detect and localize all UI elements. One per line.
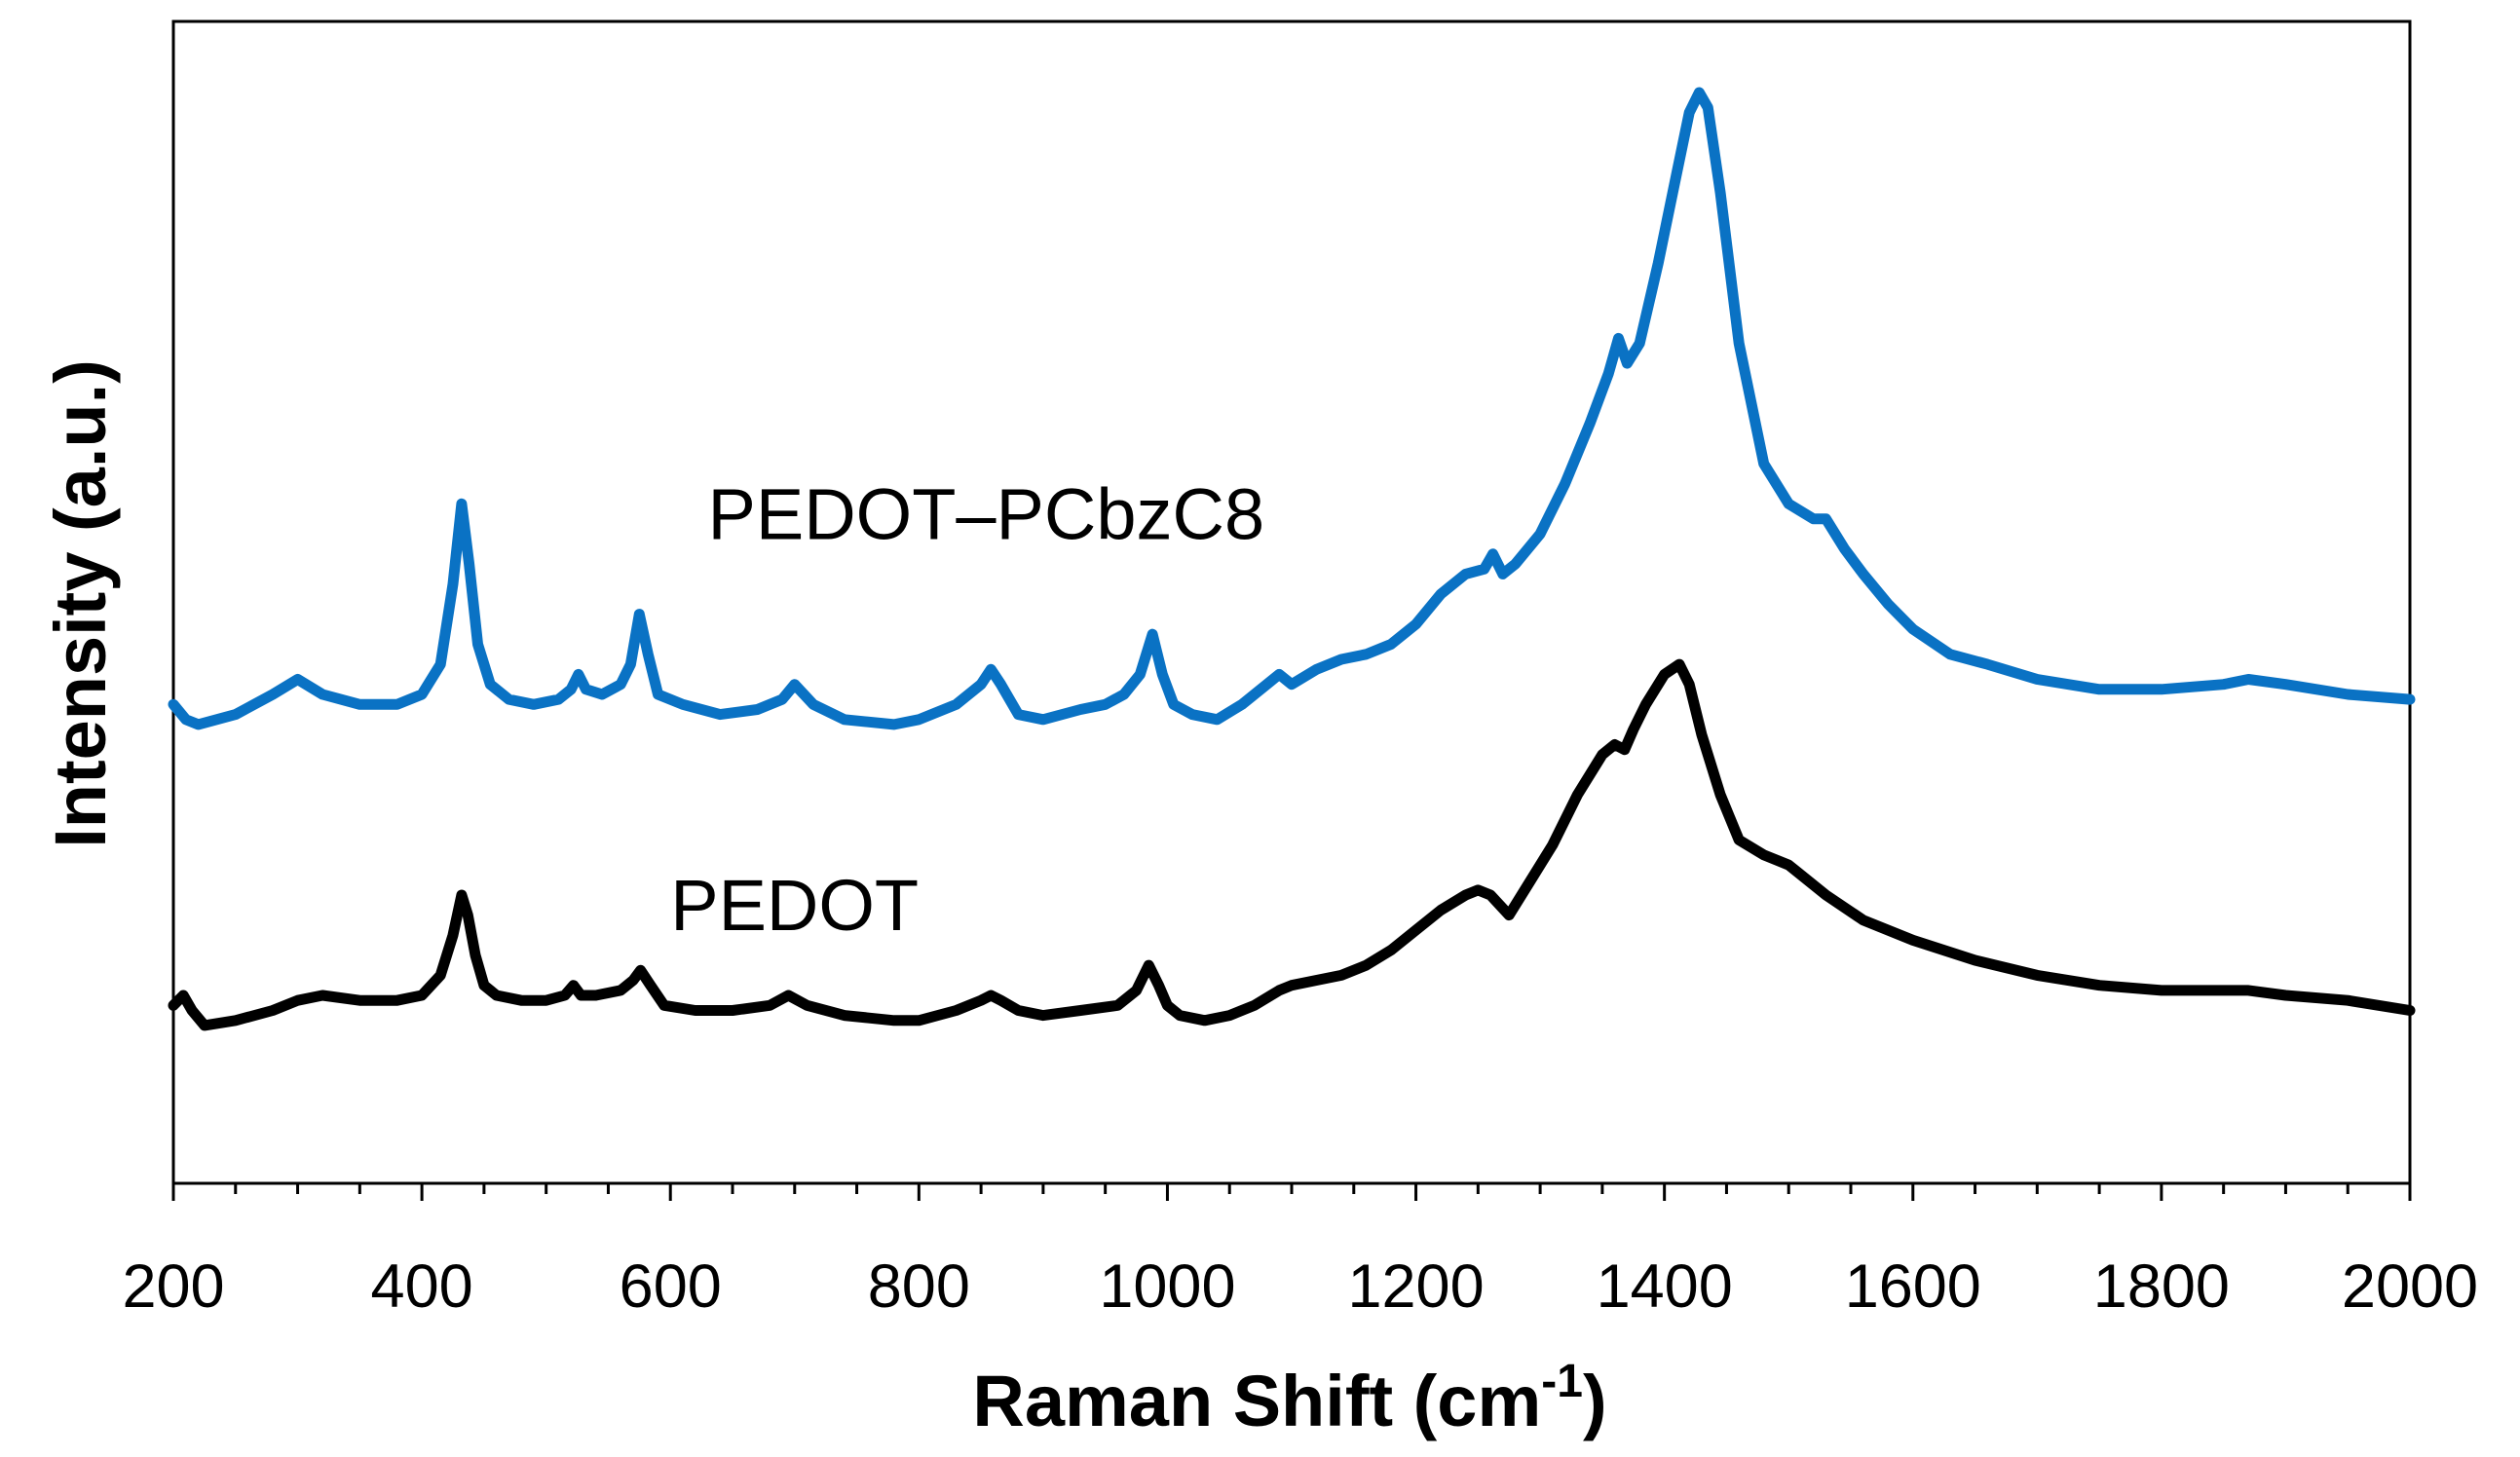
- x-axis-title-main: Raman Shift (cm: [972, 1361, 1541, 1441]
- series-line-pedot-pcbzc8: [168, 87, 2416, 730]
- x-axis-ticks: [171, 1183, 2412, 1201]
- x-axis-title-suffix: ): [1583, 1361, 1607, 1441]
- x-tick-label: 200: [122, 1252, 224, 1321]
- x-tick-label: 2000: [2342, 1252, 2478, 1321]
- plot-frame: [171, 19, 2412, 1185]
- x-tick-label: 1800: [2093, 1252, 2230, 1321]
- x-tick-label: 1000: [1099, 1252, 1235, 1321]
- x-tick-label: 1200: [1347, 1252, 1484, 1321]
- x-tick-label: 1400: [1597, 1252, 1733, 1321]
- series-label-pedot-pcbzc8: PEDOT–PCbzC8: [707, 473, 1264, 554]
- y-axis-title: Intensity (a.u.): [40, 359, 121, 848]
- series-line-pedot: [168, 658, 2416, 1031]
- annotations: PEDOT–PCbzC8 PEDOT: [670, 473, 1264, 946]
- x-axis-title: Raman Shift (cm-1): [972, 1356, 1606, 1441]
- x-tick-label: 400: [371, 1252, 473, 1321]
- x-tick-label: 600: [620, 1252, 722, 1321]
- x-axis-title-superscript: -1: [1541, 1356, 1583, 1407]
- x-tick-label: 800: [868, 1252, 970, 1321]
- series-layer: [168, 87, 2416, 1031]
- x-tick-label: 1600: [1845, 1252, 1981, 1321]
- series-label-pedot: PEDOT: [670, 865, 919, 946]
- x-axis-tick-labels: 200 400 600 800 1000 1200 1400 1600 1800 2000: [122, 1252, 2478, 1321]
